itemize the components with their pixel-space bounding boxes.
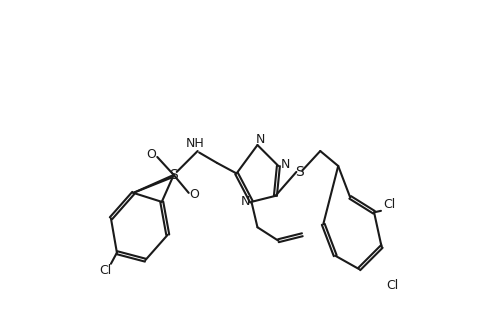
Text: S: S (295, 165, 304, 179)
Text: N: N (256, 132, 265, 146)
Text: S: S (169, 168, 178, 182)
Text: N: N (241, 195, 250, 208)
Text: N: N (281, 158, 291, 171)
Text: O: O (146, 147, 156, 160)
Text: Cl: Cl (99, 264, 111, 277)
Text: O: O (190, 188, 200, 201)
Text: Cl: Cl (386, 279, 398, 292)
Text: Cl: Cl (383, 198, 395, 211)
Text: NH: NH (185, 137, 204, 150)
